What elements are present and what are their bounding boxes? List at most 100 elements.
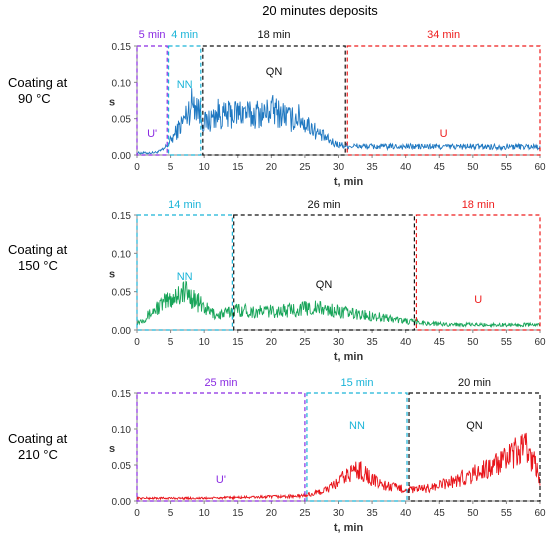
x-tick-label: 35 bbox=[367, 508, 379, 519]
chart-panel-3: Coating at 210 °C 0 5 10 15 20 25 30 35 40 45 50 55 60… bbox=[8, 377, 546, 534]
series-line bbox=[136, 432, 541, 501]
region-duration: 14 min bbox=[168, 199, 201, 211]
region-label: NN bbox=[177, 271, 193, 283]
x-tick-label: 10 bbox=[199, 508, 211, 519]
region-box bbox=[408, 392, 541, 502]
row-label: Coating at 90 °C bbox=[8, 75, 68, 106]
x-tick-label: 25 bbox=[299, 337, 311, 348]
region-box bbox=[136, 45, 168, 156]
x-tick-label: 50 bbox=[467, 508, 479, 519]
x-tick-label: 35 bbox=[367, 162, 379, 173]
x-tick-label: 40 bbox=[400, 508, 412, 519]
region-duration: 20 min bbox=[458, 377, 491, 389]
y-tick-label: 0.15 bbox=[112, 211, 132, 222]
region-duration: 26 min bbox=[308, 199, 341, 211]
region-box bbox=[346, 45, 541, 156]
x-tick-label: 15 bbox=[232, 337, 244, 348]
x-tick-label: 50 bbox=[467, 162, 479, 173]
y-axis-label: s bbox=[109, 269, 115, 281]
y-axis-label: s bbox=[109, 443, 115, 455]
chart-panel-1: Coating at 90 °C 0 5 10 15 20 25 30 35 40 45 50 55 60 0… bbox=[8, 29, 546, 188]
region-duration: 18 min bbox=[258, 29, 291, 41]
x-tick-label: 0 bbox=[134, 337, 140, 348]
x-tick-label: 60 bbox=[534, 508, 546, 519]
x-tick-label: 5 bbox=[168, 337, 174, 348]
region-duration: 15 min bbox=[340, 377, 373, 389]
x-axis-label: t, min bbox=[334, 176, 364, 188]
row-label-line-1: Coating at bbox=[8, 431, 68, 446]
x-tick-label: 20 bbox=[266, 162, 278, 173]
y-tick-label: 0.05 bbox=[112, 115, 132, 126]
region-box bbox=[136, 392, 306, 502]
x-tick-label: 5 bbox=[168, 162, 174, 173]
y-tick-label: 0.10 bbox=[112, 425, 132, 436]
x-tick-label: 45 bbox=[434, 337, 446, 348]
x-tick-label: 10 bbox=[199, 162, 211, 173]
region-box bbox=[202, 45, 346, 156]
region-box bbox=[306, 392, 408, 502]
x-tick-label: 55 bbox=[501, 508, 513, 519]
y-axis-label: s bbox=[109, 97, 115, 109]
x-axis-label: t, min bbox=[334, 522, 364, 534]
x-tick-label: 45 bbox=[434, 162, 446, 173]
x-tick-label: 55 bbox=[501, 162, 513, 173]
x-axis-label: t, min bbox=[334, 351, 364, 363]
y-tick-label: 0.15 bbox=[112, 42, 132, 53]
row-label: Coating at 210 °C bbox=[8, 431, 68, 462]
x-tick-label: 50 bbox=[467, 337, 479, 348]
x-tick-label: 20 bbox=[266, 337, 278, 348]
series-line bbox=[136, 280, 541, 329]
x-tick-label: 25 bbox=[299, 508, 311, 519]
region-duration: 4 min bbox=[171, 29, 198, 41]
row-label: Coating at 150 °C bbox=[8, 242, 68, 273]
region-label: QN bbox=[466, 420, 483, 432]
region-box bbox=[415, 214, 541, 331]
x-tick-label: 15 bbox=[232, 508, 244, 519]
y-tick-label: 0.00 bbox=[112, 497, 132, 508]
x-tick-label: 10 bbox=[199, 337, 211, 348]
y-tick-label: 0.05 bbox=[112, 461, 132, 472]
region-label: U bbox=[440, 128, 448, 140]
y-tick-label: 0.00 bbox=[112, 326, 132, 337]
y-tick-label: 0.05 bbox=[112, 288, 132, 299]
x-tick-label: 5 bbox=[168, 508, 174, 519]
x-tick-label: 60 bbox=[534, 337, 546, 348]
region-label: U' bbox=[216, 474, 226, 486]
chart-panel-2: Coating at 150 °C 0 5 10 15 20 25 30 35 40 45 50 55 60… bbox=[8, 199, 546, 363]
x-tick-label: 0 bbox=[134, 162, 140, 173]
region-label: QN bbox=[316, 279, 333, 291]
x-tick-label: 55 bbox=[501, 337, 513, 348]
region-duration: 25 min bbox=[204, 377, 237, 389]
x-tick-label: 30 bbox=[333, 508, 345, 519]
region-label: NN bbox=[349, 420, 365, 432]
x-tick-label: 40 bbox=[400, 162, 412, 173]
region-label: U' bbox=[147, 128, 157, 140]
row-label-line-2: 210 °C bbox=[18, 447, 58, 462]
row-label-line-1: Coating at bbox=[8, 242, 68, 257]
x-tick-label: 60 bbox=[534, 162, 546, 173]
x-tick-label: 45 bbox=[434, 508, 446, 519]
region-duration: 5 min bbox=[139, 29, 166, 41]
x-tick-label: 0 bbox=[134, 508, 140, 519]
region-duration: 34 min bbox=[427, 29, 460, 41]
x-tick-label: 40 bbox=[400, 337, 412, 348]
x-tick-label: 15 bbox=[232, 162, 244, 173]
row-label-line-2: 90 °C bbox=[18, 91, 51, 106]
region-label: NN bbox=[177, 79, 193, 91]
y-tick-label: 0.10 bbox=[112, 249, 132, 260]
x-tick-label: 30 bbox=[333, 162, 345, 173]
series-line bbox=[136, 88, 541, 155]
x-tick-label: 35 bbox=[367, 337, 379, 348]
x-tick-label: 25 bbox=[299, 162, 311, 173]
region-duration: 18 min bbox=[462, 199, 495, 211]
region-box bbox=[167, 45, 202, 156]
x-tick-label: 20 bbox=[266, 508, 278, 519]
region-label: QN bbox=[266, 66, 283, 78]
figure-title: 20 minutes deposits bbox=[262, 3, 378, 18]
y-tick-label: 0.15 bbox=[112, 389, 132, 400]
y-tick-label: 0.10 bbox=[112, 78, 132, 89]
row-label-line-1: Coating at bbox=[8, 75, 68, 90]
y-tick-label: 0.00 bbox=[112, 151, 132, 162]
x-tick-label: 30 bbox=[333, 337, 345, 348]
